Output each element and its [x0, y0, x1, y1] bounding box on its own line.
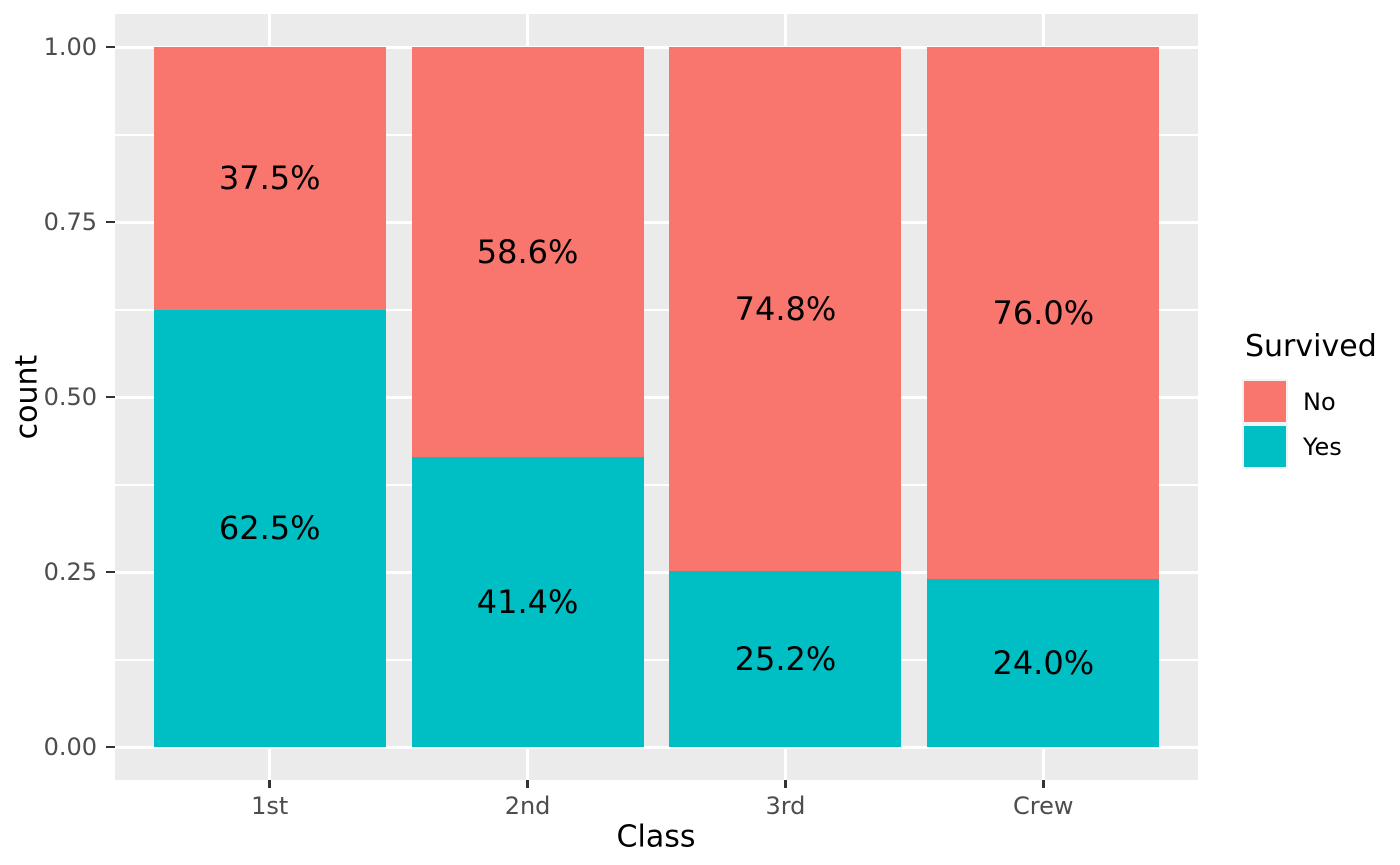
- bar-segment-no-crew: [927, 47, 1160, 579]
- x-axis-tick-mark: [268, 780, 271, 788]
- x-axis-tick-label-2nd: 2nd: [504, 792, 551, 820]
- legend-title: Survived: [1245, 329, 1377, 364]
- x-axis-tick-label-3rd: 3rd: [765, 792, 806, 820]
- bar-label-yes-2nd: 41.4%: [476, 583, 579, 622]
- major-gridline: [115, 220, 1198, 224]
- x-axis-tick-mark: [526, 780, 529, 788]
- bar-label-yes-crew: 24.0%: [992, 644, 1095, 682]
- legend: Survived No Yes: [1242, 329, 1377, 469]
- y-axis-tick-label: 0.50: [43, 383, 97, 411]
- minor-gridline: [115, 658, 1198, 661]
- x-axis-title: Class: [616, 819, 696, 855]
- y-axis-tick-mark: [106, 395, 115, 399]
- legend-label-yes: Yes: [1303, 432, 1342, 461]
- bar-label-no-crew: 76.0%: [992, 294, 1095, 332]
- bar-label-no-3rd: 74.8%: [734, 289, 837, 328]
- x-axis-tick-mark: [1042, 780, 1045, 788]
- major-gridline: [115, 45, 1198, 49]
- y-axis-tick-label: 0.75: [43, 208, 97, 236]
- bar-label-yes-3rd: 25.2%: [734, 639, 837, 678]
- bar-segment-yes-3rd: [669, 570, 902, 747]
- y-axis-tick-mark: [106, 570, 115, 574]
- y-axis-tick-mark: [106, 45, 115, 49]
- bar-segment-no-3rd: [669, 47, 902, 571]
- legend-entries: No Yes: [1242, 379, 1377, 469]
- y-axis-tick-label: 0.00: [43, 733, 97, 761]
- bar-segment-no-2nd: [411, 47, 644, 458]
- y-axis-tick-label: 1.00: [43, 33, 97, 61]
- legend-key-no: [1242, 379, 1288, 424]
- bar-segment-yes-2nd: [411, 457, 644, 747]
- legend-entry-no: No: [1242, 379, 1377, 424]
- x-axis-tick-label-crew: Crew: [1013, 792, 1074, 820]
- legend-key-yes: [1242, 424, 1288, 469]
- x-axis-tick-mark: [784, 780, 787, 788]
- y-axis-tick-label: 0.25: [43, 558, 97, 586]
- minor-gridline: [115, 483, 1198, 486]
- legend-label-no: No: [1303, 387, 1336, 416]
- plot-panel: 37.5% 62.5% 58.6% 41.4% 74.8% 25.2% 76.0% 24.0%: [115, 14, 1198, 780]
- major-gridline: [115, 570, 1198, 574]
- legend-swatch-no: [1244, 381, 1286, 422]
- bar-segment-yes-crew: [927, 579, 1160, 747]
- major-gridline: [115, 395, 1198, 399]
- y-axis-tick-mark: [106, 745, 115, 749]
- y-axis-tick-mark: [106, 220, 115, 224]
- minor-gridline: [115, 308, 1198, 311]
- bar-segment-yes-1st: [153, 309, 386, 747]
- major-gridline: [115, 745, 1198, 749]
- x-axis-tick-label-1st: 1st: [251, 792, 289, 820]
- bar-segment-no-1st: [153, 47, 386, 310]
- bar-label-yes-1st: 62.5%: [218, 509, 321, 548]
- legend-entry-yes: Yes: [1242, 424, 1377, 469]
- legend-swatch-yes: [1244, 426, 1286, 467]
- minor-gridline: [115, 133, 1198, 136]
- bar-label-no-1st: 37.5%: [218, 159, 321, 198]
- bar-label-no-2nd: 58.6%: [476, 233, 579, 272]
